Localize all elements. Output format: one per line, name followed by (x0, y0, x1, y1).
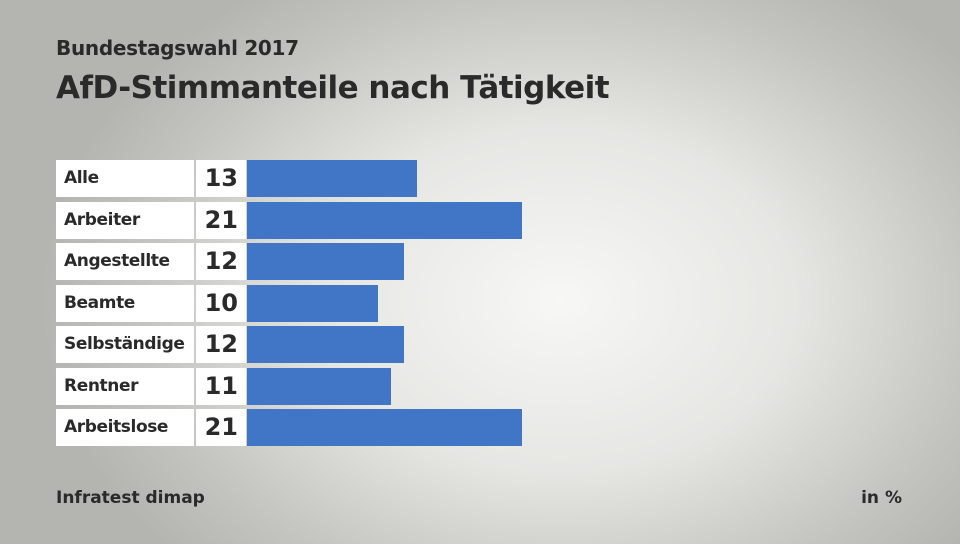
bar (247, 243, 405, 280)
bar (247, 160, 418, 197)
category-label: Alle (56, 160, 194, 197)
bar (247, 201, 522, 239)
bar (247, 284, 378, 322)
chart-title: AfD-Stimmanteile nach Tätigkeit (56, 70, 610, 106)
bar (247, 326, 405, 363)
unit-label: in % (861, 488, 902, 508)
category-label: Rentner (56, 367, 194, 405)
value-label: 10 (196, 284, 246, 322)
bar (247, 409, 522, 446)
value-label: 21 (196, 201, 246, 239)
value-label: 12 (196, 243, 246, 280)
category-label: Arbeiter (56, 201, 194, 239)
value-label: 12 (196, 326, 246, 363)
category-label: Arbeitslose (56, 409, 194, 446)
category-label: Selbständige (56, 326, 194, 363)
bar (247, 367, 392, 405)
category-label: Angestellte (56, 243, 194, 280)
chart-subtitle: Bundestagswahl 2017 (56, 36, 299, 60)
source-label: Infratest dimap (56, 488, 205, 508)
value-label: 21 (196, 409, 246, 446)
value-label: 11 (196, 367, 246, 405)
category-label: Beamte (56, 284, 194, 322)
value-label: 13 (196, 160, 246, 197)
